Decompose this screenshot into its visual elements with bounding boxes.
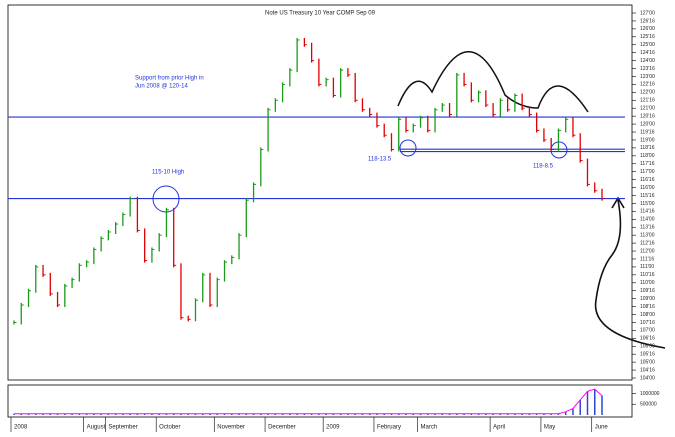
y-tick-label: 117'00 [640,169,655,175]
y-tick-label: 121'00 [640,106,655,112]
y-tick-label: 1000000 [640,391,660,397]
drawings [152,51,666,349]
y-tick-label: 107'00 [640,328,655,334]
x-tick-label: February [377,425,401,431]
y-tick-label: 120'00 [640,121,655,127]
y-tick-label: 112'16 [640,240,655,246]
price-pane [7,4,633,381]
y-tick-label: 109'00 [640,296,655,302]
y-tick-label: 108'00 [640,312,655,318]
y-tick-label: 116'16 [640,177,655,183]
chart-title: Note US Treasury 10 Year COMP Sep 09 [265,11,376,17]
y-tick-label: 114'16 [640,209,655,215]
x-tick-label: August [87,425,106,431]
y-tick-label: 115'16 [640,193,655,199]
y-tick-label: 104'00 [640,375,655,381]
circle [399,139,417,157]
x-tick-label: 2009 [326,425,340,431]
volume-pane [7,384,633,418]
y-tick-label: 106'00 [640,344,655,350]
y-tick-label: 104'16 [640,367,655,373]
y-tick-label: 113'16 [640,225,655,231]
y-tick-label: 109'16 [640,288,655,294]
arrow [594,199,666,349]
y-tick-label: 118'00 [640,153,655,159]
y-tick-label: 122'00 [640,90,655,96]
y-tick-label: 108'16 [640,304,655,310]
y-tick-label: 126'00 [640,26,655,32]
y-tick-label: 114'00 [640,217,655,223]
annotation: 115-10 High [152,170,184,176]
y-tick-label: 113'00 [640,233,655,239]
x-tick-label: September [108,425,137,431]
y-tick-label: 119'16 [640,129,655,135]
y-tick-label: 116'00 [640,185,655,191]
y-tick-label: 123'16 [640,66,655,72]
x-tick-label: 2008 [14,425,28,431]
y-tick-label: 105'00 [640,359,655,365]
y-tick-label: 121'16 [640,98,655,104]
y-tick-label: 125'00 [640,42,655,48]
y-tick-label: 111'00 [640,264,654,270]
y-tick-label: 105'16 [640,352,655,358]
y-tick-label: 125'16 [640,34,655,40]
annotation: 118-8.5 [533,164,554,170]
y-tick-label: 119'00 [640,137,655,143]
volume-line [14,388,603,415]
y-tick-label: 124'00 [640,58,655,64]
x-tick-label: April [493,425,505,431]
annotation: Jun 2008 @ 120-14 [135,84,188,90]
y-tick-label: 126'16 [640,18,655,24]
y-tick-label: 106'16 [640,336,655,342]
y-tick-label: 118'16 [640,145,655,151]
y-tick-label: 122'16 [640,82,655,88]
y-tick-label: 124'16 [640,50,655,56]
annotation: Support from prior High in [135,76,204,82]
y-tick-label: 500000 [640,402,657,408]
y-tick-label: 112'00 [640,248,655,254]
y-tick-label: 127'00 [640,10,655,16]
x-tick-label: March [421,425,438,431]
y-tick-label: 117'16 [640,161,655,167]
annotation: 118-13.5 [368,157,392,163]
x-tick-label: May [544,425,555,431]
x-tick-label: October [159,425,180,431]
x-tick-label: December [268,425,296,431]
y-tick-label: 107'16 [640,320,655,326]
y-tick-label: 110'00 [640,280,655,286]
y-tick-label: 123'00 [640,74,655,80]
head-shoulders [397,51,589,113]
y-tick-label: 110'16 [640,272,655,278]
x-tick-label: June [595,425,609,431]
x-tick-label: November [217,425,245,431]
y-tick-label: 120'16 [640,113,655,119]
y-tick-label: 111'16 [640,256,654,262]
y-tick-label: 115'00 [640,201,655,207]
